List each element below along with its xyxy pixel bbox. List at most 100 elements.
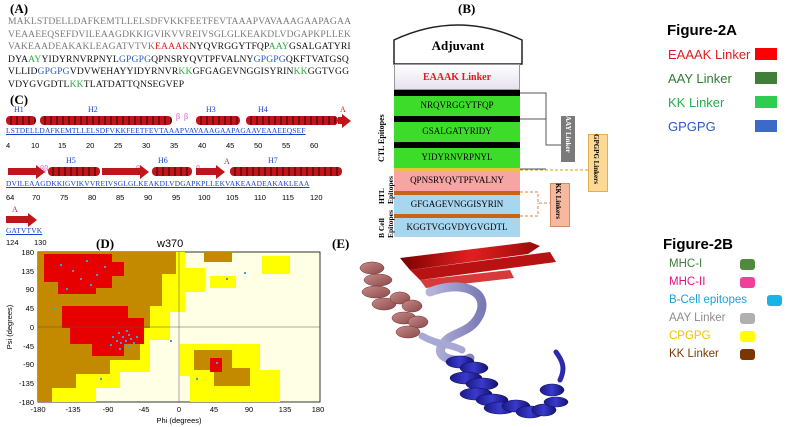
- tick: 40: [198, 141, 207, 150]
- gpgpg-linkers-tag: [588, 134, 608, 192]
- loop-region: [418, 332, 466, 354]
- residue-points: [54, 260, 246, 380]
- beta-strand-ribbon: [410, 252, 556, 280]
- tick: 35: [170, 141, 179, 150]
- sequence-segment: QPNSRYQVTPFVALNY: [151, 53, 254, 65]
- region-favored: [44, 254, 124, 294]
- sequence-segment: GGTVGGVDYGVGDTL: [8, 66, 350, 90]
- ss-label: β: [184, 112, 189, 121]
- y-tick: 135: [21, 267, 34, 276]
- sequence-segment: AAY: [268, 41, 289, 53]
- sequence-row-3: GATVTVK: [6, 226, 43, 235]
- strand-arrowhead: [216, 165, 225, 179]
- sequence-segment: TLATDATTQNSEGVEP: [83, 78, 185, 90]
- y-tick: 45: [26, 304, 34, 313]
- linker-band: [394, 116, 520, 122]
- tick: 110: [254, 193, 266, 202]
- sequence-row-2: DVILEAAGDKKIGVIKVVREIVSGLGLKEAKDLVDGAPKP…: [6, 179, 310, 188]
- ss-label: A: [12, 205, 18, 214]
- legend-2b-item-label: CPGPG: [669, 330, 711, 342]
- sequence-segment: YIDYRNVRPNYL: [41, 53, 119, 65]
- y-tick: -45: [23, 342, 34, 351]
- tick: 20: [86, 141, 95, 150]
- sequence-segment: KK: [69, 78, 84, 90]
- helix-h5: [48, 167, 100, 176]
- htl-epitopes-label: HTL Epitopes: [377, 176, 395, 204]
- x-tick: -45: [139, 405, 150, 414]
- ss-label: H4: [258, 105, 268, 114]
- ss-label: A: [224, 157, 230, 166]
- ss-label: β: [176, 112, 181, 121]
- legend-2a-swatch: [755, 120, 777, 132]
- linker-band: [394, 90, 520, 96]
- tick: 45: [226, 141, 235, 150]
- legend-2a-item-label: GPGPG: [668, 119, 716, 134]
- sequence-segment: GFGAGEVNGGISYRIN: [192, 66, 294, 78]
- strand-arrowhead: [28, 213, 37, 227]
- legend-2a-swatch: [755, 48, 777, 60]
- linker-band: [394, 191, 520, 195]
- legend-2a-item-label: KK Linker: [668, 95, 725, 110]
- ctl-epitope-1: NRQVRGGYTFQP: [394, 96, 520, 116]
- legend-2b-swatch: [740, 313, 755, 324]
- helix-upper: [359, 261, 429, 339]
- tick: 105: [226, 193, 239, 202]
- ss-label: H6: [158, 156, 168, 165]
- strand: [8, 168, 38, 175]
- phi-ticks: -180 -135 -90 -45 0 45 90 135 180: [30, 405, 324, 414]
- strand: [196, 168, 218, 175]
- tick: 95: [172, 193, 181, 202]
- panel-d-label: (D): [96, 236, 115, 251]
- region-favored: [62, 306, 144, 356]
- linker-band: [394, 142, 520, 148]
- y-tick: 180: [21, 248, 34, 257]
- ss-label: H3: [206, 105, 216, 114]
- legend-2a-swatch: [755, 96, 777, 108]
- legend-2b-swatch: [740, 331, 755, 342]
- sequence-row-1: LSTDELLDAFKEMTLLELSDFVKKFEETFEVTAAAPVAVA…: [6, 126, 306, 135]
- x-tick: 135: [279, 405, 292, 414]
- plot-title: w370: [157, 238, 184, 250]
- x-tick: 180: [312, 405, 325, 414]
- ctl-epitope-2: GSALGATYRIDY: [394, 122, 520, 142]
- tick: 60: [310, 141, 319, 150]
- panel-c-label: (C): [10, 92, 29, 107]
- x-tick: 45: [210, 405, 218, 414]
- panel-b-label: (B): [458, 1, 476, 16]
- ctl-epitopes-label: CTL Epitopes: [377, 114, 386, 162]
- kk-linkers-tag: [550, 183, 570, 227]
- strand: [102, 168, 142, 175]
- panel-a-label: (A): [10, 1, 29, 16]
- sequence-segment: VDVWEHAYYIDYRNVR: [69, 66, 179, 78]
- strand-arrowhead: [140, 165, 149, 179]
- legend-2b-swatch: [740, 277, 755, 288]
- helix-h1: [6, 116, 36, 125]
- sequence-segment: EAAAK: [155, 41, 190, 53]
- region-generous: [210, 276, 236, 288]
- ss-label: H5: [66, 156, 76, 165]
- bcell-epitope-2: KGGTVGGVDYGVGDTL: [394, 218, 520, 237]
- tick: 115: [282, 193, 294, 202]
- sequence-segment: QKFTVATGSQVLLID: [8, 53, 350, 78]
- x-axis-label: Phi (degrees): [156, 416, 202, 425]
- tick: 130: [34, 238, 47, 247]
- psi-ticks: 180 135 90 45 0 -45 -90 -135 -180: [19, 248, 34, 407]
- x-tick: -90: [103, 405, 114, 414]
- y-tick: 90: [26, 285, 34, 294]
- sequence-segment: AY: [28, 53, 42, 65]
- sequence-segment: KK: [178, 66, 193, 78]
- strand-arrowhead: [36, 165, 45, 179]
- kk-linkers-label: KK Linkers: [554, 183, 562, 219]
- ss-label: A: [340, 105, 346, 114]
- tick: 75: [60, 193, 69, 202]
- gpgpg-linkers-label: GPGPG Linkers: [592, 134, 600, 184]
- htl-epitope-1: QPNSRYQVTPFVALNY: [394, 171, 520, 191]
- strand: [6, 216, 30, 223]
- tick: 120: [310, 193, 323, 202]
- sequence-segment: GPGPG: [118, 53, 152, 65]
- beta-strand-ribbon: [400, 242, 540, 270]
- sequence-segment: NYQVRGGYTFQP: [189, 41, 269, 53]
- x-tick: 0: [177, 405, 181, 414]
- tick: 64: [6, 193, 15, 202]
- legend-2a-item-label: EAAAK Linker: [668, 47, 751, 62]
